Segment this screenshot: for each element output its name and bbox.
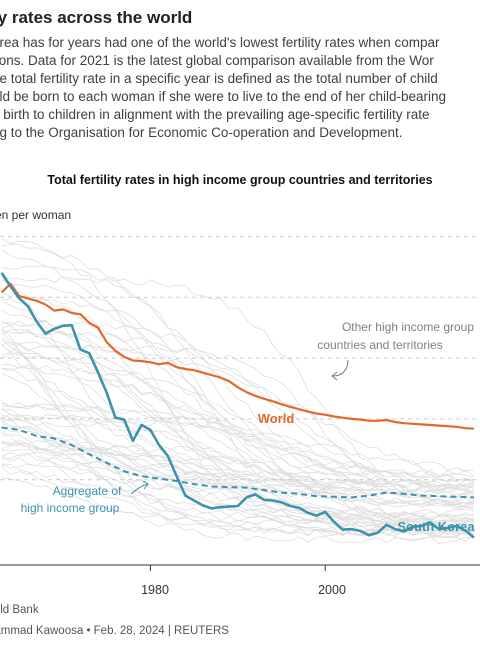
aggregate-annotation-line2: high income group [21,501,120,515]
other-country-line [1,276,474,478]
other-countries-annotation-line2: countries and territories [317,338,442,352]
intro-line: he total fertility rate in a specific ye… [0,71,438,86]
other-country-line [1,352,475,485]
source-note: orld Bank [0,604,39,616]
other-country-line [1,463,474,544]
other-countries-arrow [332,359,349,377]
x-tick-label-1980: 1980 [141,583,169,597]
intro-line: uld be born to each woman if she were to… [0,89,447,104]
world-series-label: World [258,411,295,426]
chart-title: Total fertility rates in high income gro… [47,173,433,187]
other-country-line [1,328,475,495]
other-country-line [1,451,474,521]
headline: ty rates across the world [0,8,193,27]
other-country-line [1,238,475,507]
other-country-line [1,413,475,496]
intro-line: e birth to children in alignment with th… [0,107,430,122]
south-korea-series-label: South Korea [397,519,475,534]
aggregate-line [1,426,474,499]
intro-line: tions. Data for 2021 is the latest globa… [0,53,434,68]
other-country-line [1,265,475,477]
other-country-line [1,339,475,507]
credit-line: hammad Kawoosa • Feb. 28, 2024 | REUTERS [0,625,229,637]
south-korea-line [0,272,475,539]
other-country-line [1,320,475,488]
x-tick-label-2000: 2000 [318,583,346,597]
other-country-line [1,426,475,537]
other-country-line [1,463,475,525]
other-country-line [1,423,474,493]
other-countries-annotation-line1: Other high income group [342,320,474,334]
other-country-line [1,401,474,531]
world-line [0,282,474,430]
other-country-line [1,418,475,506]
other-country-line [1,279,474,489]
gridlines [0,235,480,571]
other-country-line [1,368,474,505]
intro-line: orea has for years had one of the world'… [0,35,440,50]
other-country-line [1,447,474,536]
aggregate-annotation-line1: Aggregate of [53,484,122,498]
series-lines [0,272,475,539]
other-countries-arrowhead [331,371,338,381]
other-country-line [1,291,474,532]
other-country-line [1,453,475,536]
other-country-line [1,275,474,511]
other-country-line [1,405,474,472]
other-country-line [1,373,475,542]
intro-text: orea has for years had one of the world'… [0,34,480,142]
aggregate-arrow [130,483,149,495]
aggregate-arrowhead [142,480,149,490]
other-country-line [1,434,474,537]
other-country-line [1,351,475,510]
intro-line: ng to the Organisation for Economic Co-o… [0,125,403,140]
y-axis-label: en per woman [0,208,71,222]
